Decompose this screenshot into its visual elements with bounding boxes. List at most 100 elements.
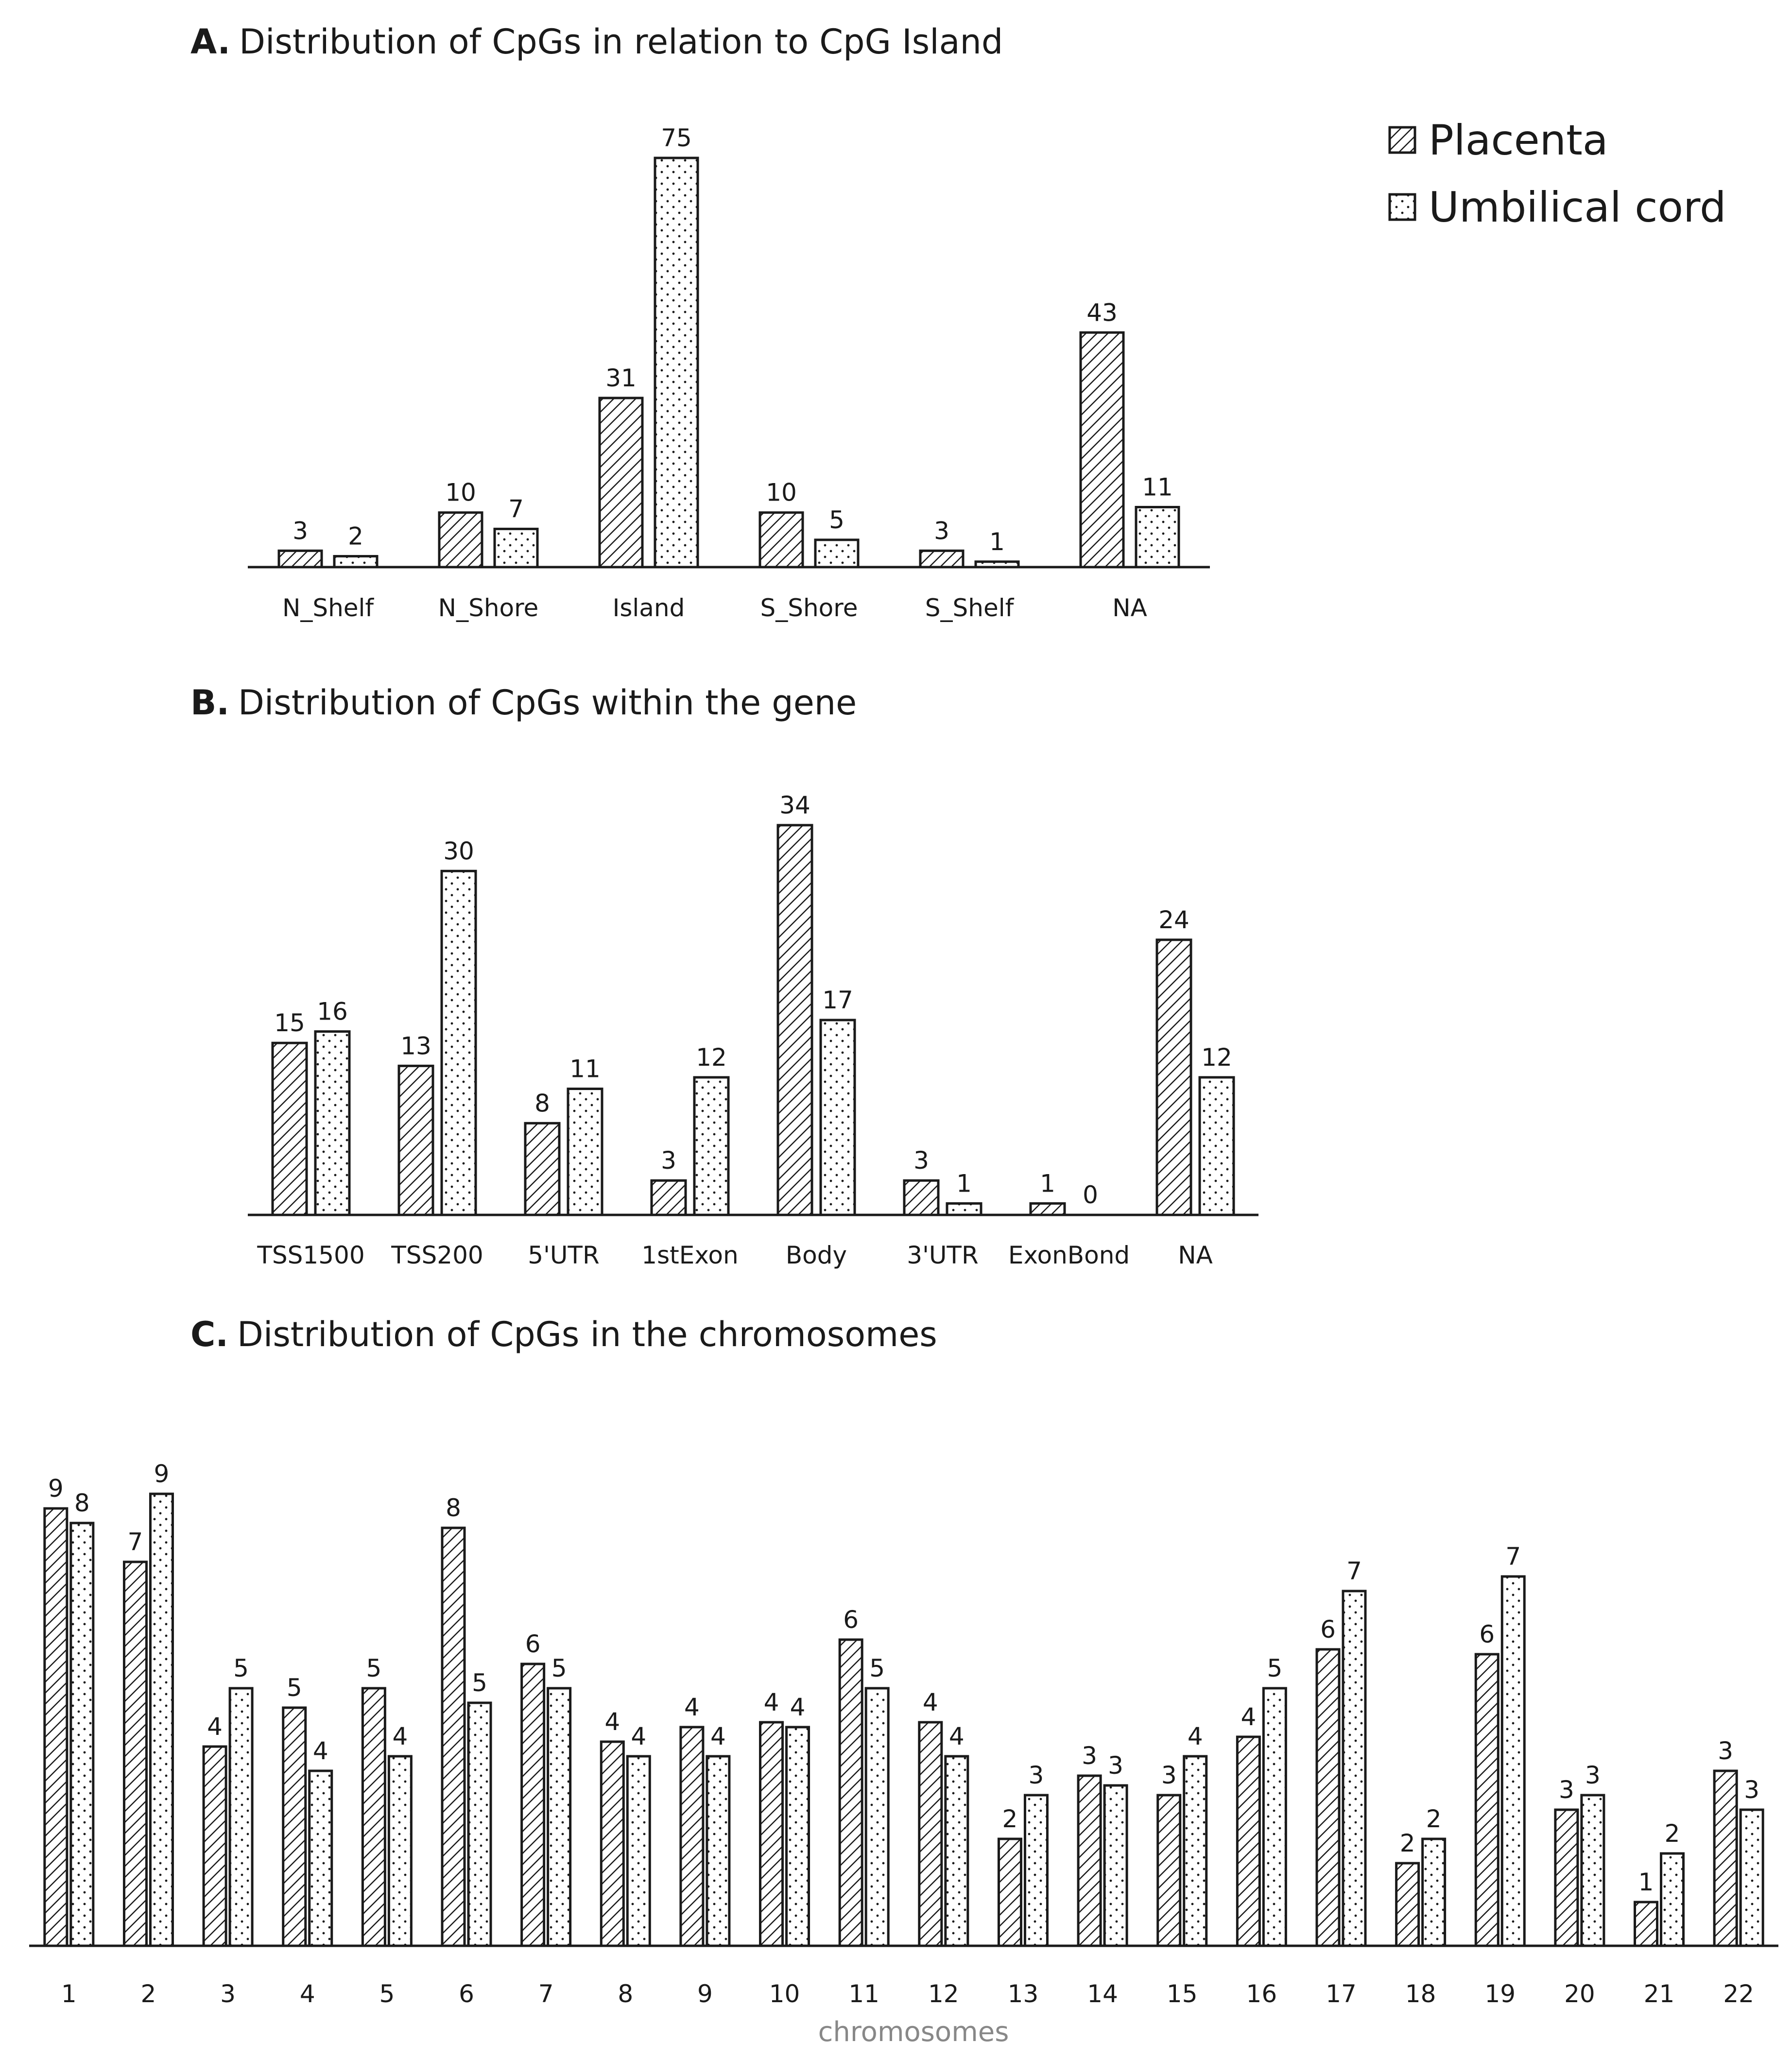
chart-a-bar-placenta: [758, 511, 804, 569]
chart-c-data-label-placenta: 7: [128, 1528, 143, 1556]
chart-b-data-label-placenta: 13: [400, 1032, 431, 1060]
legend-label-placenta: Placenta: [1429, 116, 1608, 165]
chart-c-data-label-placenta: 5: [366, 1654, 381, 1682]
chart-b-bar-placenta: [650, 1179, 687, 1216]
chart-c-category-label: 13: [1008, 1980, 1039, 2008]
chart-b-bar-placenta: [903, 1179, 940, 1216]
chart-a-data-label-umbilical-cord: 11: [1142, 473, 1173, 502]
chart-b: 15 16TSS15001330TSS2008115'UTR3121stExon3…: [248, 791, 1258, 1269]
chart-b-bar-umbilical-cord: [567, 1088, 603, 1216]
chart-c-bar-placenta: [838, 1638, 863, 1947]
chart-a-category-label: N_Shore: [438, 594, 539, 622]
chart-b-bar-placenta: [1155, 938, 1192, 1216]
chart-c-bar-umbilical-cord: [1580, 1794, 1605, 1947]
chart-c-data-label-placenta: 9: [48, 1474, 64, 1503]
chart-a-data-label-umbilical-cord: 75: [661, 124, 692, 152]
chart-c-category-label: 3: [220, 1980, 236, 2008]
chart-c-data-label-umbilical-cord: 4: [710, 1722, 726, 1750]
chart-c-category-label: 22: [1723, 1980, 1754, 2008]
chart-c-category-label: 4: [300, 1980, 315, 2008]
chart-c-data-label-umbilical-cord: 7: [1346, 1557, 1362, 1585]
chart-a-bar-umbilical-cord: [333, 555, 379, 569]
panel-c-title-text: Distribution of CpGs in the chromosomes: [237, 1315, 937, 1354]
chart-c-category-label: 17: [1326, 1980, 1357, 2008]
chart-c-data-label-umbilical-cord: 5: [1267, 1654, 1282, 1682]
chart-c-bar-umbilical-cord: [1500, 1575, 1526, 1947]
chart-c-category-label: 1: [61, 1980, 77, 2008]
chart-c-category-label: 5: [379, 1980, 395, 2008]
chart-c-data-label-placenta: 2: [1400, 1829, 1415, 1857]
chart-c-data-label-placenta: 2: [1002, 1805, 1018, 1833]
chart-c-bar-umbilical-cord: [1183, 1755, 1208, 1947]
chart-c-data-label-umbilical-cord: 3: [1029, 1761, 1044, 1789]
chart-c-data-label-placenta: 6: [525, 1630, 541, 1658]
chart-c-category-label: 18: [1405, 1980, 1436, 2008]
chart-b-bar-umbilical-cord: [314, 1030, 351, 1216]
chart-c-data-label-umbilical-cord: 5: [869, 1654, 885, 1682]
chart-b-bar-umbilical-cord: [946, 1202, 982, 1216]
chart-b-category-label: TSS200: [391, 1241, 483, 1269]
chart-c-category-label: 6: [459, 1980, 474, 2008]
chart-a-bar-placenta: [1079, 331, 1125, 569]
chart-c-data-label-umbilical-cord: 2: [1665, 1819, 1680, 1848]
chart-c-category-label: 21: [1644, 1980, 1675, 2008]
legend-swatch-umbilical-cord: [1388, 193, 1416, 221]
chart-c-bar-umbilical-cord: [308, 1769, 333, 1947]
chart-c-bar-placenta: [1315, 1648, 1341, 1947]
chart-b-bar-placenta: [524, 1122, 561, 1216]
chart-a-data-label-placenta: 10: [766, 479, 797, 507]
panel-a-letter: A.: [190, 22, 230, 62]
chart-c-bar-umbilical-cord: [864, 1687, 890, 1947]
chart-c-data-label-umbilical-cord: 4: [392, 1722, 408, 1750]
chart-c-bar-placenta: [43, 1507, 69, 1947]
chart-c-bar-placenta: [441, 1526, 466, 1947]
chart-c-category-label: 20: [1564, 1980, 1595, 2008]
chart-c-data-label-placenta: 6: [1479, 1620, 1495, 1648]
chart-b-data-label-umbilical-cord: 1: [956, 1169, 972, 1197]
chart-b-data-label-umbilical-cord: 11: [569, 1055, 601, 1083]
legend-label-umbilical-cord: Umbilical cord: [1429, 183, 1726, 232]
chart-a-category-label: N_Shelf: [282, 594, 374, 622]
chart-b-bar-umbilical-cord: [440, 869, 477, 1216]
chart-c-data-label-placenta: 4: [1241, 1703, 1256, 1731]
chart-b-category-label: 5'UTR: [528, 1241, 599, 1269]
chart-c-data-label-umbilical-cord: 8: [74, 1489, 90, 1517]
chart-c-bar-umbilical-cord: [467, 1701, 492, 1947]
chart-c-bar-placenta: [600, 1740, 625, 1947]
chart-c-category-label: 7: [538, 1980, 554, 2008]
chart-c-bar-umbilical-cord: [1739, 1808, 1764, 1947]
chart-c-data-label-umbilical-cord: 4: [631, 1722, 646, 1750]
chart-a-bar-umbilical-cord: [1135, 506, 1180, 569]
chart-c-bar-placenta: [918, 1721, 943, 1947]
chart-b-category-label: Body: [786, 1241, 847, 1269]
chart-a-data-label-placenta: 10: [445, 479, 476, 507]
legend-swatch-placenta: [1388, 126, 1416, 154]
chart-b-category-label: 1stExon: [641, 1241, 738, 1269]
panel-b-title-text: Distribution of CpGs within the gene: [238, 683, 857, 723]
chart-c-bar-umbilical-cord: [547, 1687, 572, 1947]
chart-c-bar-umbilical-cord: [1262, 1687, 1287, 1947]
chart-a-data-label-umbilical-cord: 2: [348, 522, 363, 551]
chart-b-data-label-placenta: 24: [1158, 906, 1189, 934]
chart-c-bar-umbilical-cord: [1421, 1837, 1447, 1947]
chart-c-category-label: 14: [1087, 1980, 1118, 2008]
chart-c-bar-placenta: [282, 1706, 307, 1947]
chart-c-bar-umbilical-cord: [626, 1755, 651, 1947]
chart-c-category-label: 15: [1167, 1980, 1198, 2008]
chart-c-bar-placenta: [1634, 1901, 1659, 1947]
chart-b-bar-placenta: [271, 1041, 308, 1216]
chart-c-bar-placenta: [202, 1745, 227, 1947]
chart-c-bar-umbilical-cord: [228, 1687, 254, 1947]
chart-a-bar-placenta: [438, 511, 483, 569]
chart-c-data-label-placenta: 6: [1320, 1615, 1336, 1644]
chart-b-category-label: ExonBond: [1008, 1241, 1130, 1269]
chart-c-bar-umbilical-cord: [944, 1755, 969, 1947]
chart-b-data-label-umbilical-cord: 0: [1083, 1181, 1098, 1209]
chart-b-data-label-umbilical-cord: 16: [317, 998, 348, 1026]
chart-a-data-label-placenta: 3: [293, 517, 308, 545]
panel-a-title: A. Distribution of CpGs in relation to Cp…: [190, 22, 1003, 62]
chart-c-data-label-placenta: 8: [446, 1494, 461, 1522]
chart-c-bar-placenta: [1713, 1769, 1738, 1947]
